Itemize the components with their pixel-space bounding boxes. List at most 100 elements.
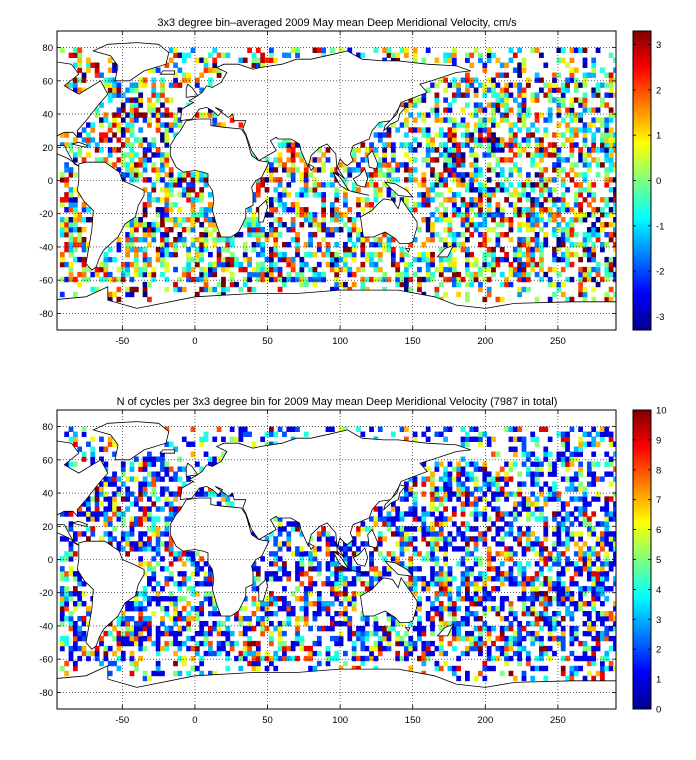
data-cell <box>364 152 370 158</box>
data-cell <box>499 571 505 577</box>
data-cell <box>133 620 139 627</box>
data-cell <box>534 635 540 642</box>
data-cell <box>499 167 505 173</box>
data-cell <box>508 645 514 652</box>
data-cell <box>456 271 462 278</box>
data-cell <box>534 665 540 672</box>
data-cell <box>151 87 157 93</box>
data-cell <box>72 601 78 607</box>
data-cell <box>482 182 488 188</box>
data-cell <box>556 286 562 293</box>
data-cell <box>591 231 597 238</box>
data-cell <box>451 137 457 143</box>
data-cell <box>316 610 322 617</box>
data-cell <box>255 645 261 652</box>
data-cell <box>221 261 226 268</box>
data-cell <box>177 615 183 622</box>
data-cell <box>347 246 353 253</box>
data-cell <box>430 251 435 258</box>
data-cell <box>517 72 523 78</box>
data-cell <box>438 496 444 502</box>
data-cell <box>539 601 544 607</box>
data-cell <box>203 576 209 582</box>
data-cell <box>560 207 566 213</box>
data-cell <box>68 52 74 58</box>
data-cell <box>465 496 470 502</box>
data-cell <box>412 526 418 532</box>
data-cell <box>329 231 335 238</box>
data-cell <box>556 536 562 542</box>
data-cell <box>173 581 178 587</box>
data-cell <box>99 660 104 667</box>
data-cell <box>412 481 418 487</box>
data-cell <box>560 601 566 607</box>
data-cell <box>360 246 366 253</box>
data-cell <box>504 87 509 93</box>
data-cell <box>486 481 492 487</box>
data-cells <box>59 426 616 682</box>
data-cell <box>238 615 244 622</box>
data-cell <box>530 256 536 263</box>
data-cell <box>120 620 126 627</box>
data-cell <box>59 132 65 138</box>
data-cell <box>521 546 527 552</box>
data-cell <box>86 241 91 248</box>
data-cell <box>199 630 205 637</box>
data-cell <box>120 142 126 148</box>
y-tick-label: 20 <box>42 143 53 154</box>
data-cell <box>499 516 505 522</box>
data-cell <box>286 167 292 173</box>
data-cell <box>499 625 505 632</box>
data-cell <box>59 645 65 652</box>
data-cell <box>608 286 614 293</box>
data-cell <box>495 571 501 577</box>
data-cell <box>565 446 570 452</box>
data-cell <box>473 162 479 168</box>
data-cell <box>290 610 296 617</box>
data-cell <box>569 102 575 108</box>
data-cell <box>560 506 566 512</box>
data-cell <box>573 197 579 203</box>
data-cell <box>560 202 566 208</box>
data-cell <box>469 501 475 507</box>
data-cell <box>373 182 379 188</box>
data-cell <box>72 571 78 577</box>
data-cell <box>386 640 392 647</box>
data-cell <box>486 556 492 562</box>
data-cell <box>64 586 70 592</box>
data-cell <box>377 531 383 537</box>
data-cell <box>360 625 366 632</box>
data-cell <box>251 222 257 228</box>
data-cell <box>473 640 479 647</box>
data-cell <box>99 436 104 442</box>
data-cell <box>351 256 357 263</box>
data-cell <box>125 601 130 607</box>
data-cell <box>334 591 340 597</box>
data-cell <box>81 246 87 253</box>
data-cell <box>155 476 161 482</box>
data-cell <box>203 281 209 288</box>
data-cell <box>569 521 575 527</box>
data-cell <box>390 192 396 198</box>
data-cell <box>504 551 509 557</box>
data-cell <box>495 486 501 492</box>
data-cell <box>499 601 505 607</box>
data-cell <box>125 172 130 178</box>
data-cell <box>408 261 414 268</box>
data-cell <box>573 212 579 218</box>
data-cell <box>273 541 279 547</box>
data-cell <box>482 67 488 73</box>
data-cell <box>390 251 396 258</box>
data-cell <box>177 231 183 238</box>
data-cell <box>395 630 401 637</box>
data-cell <box>482 675 488 682</box>
data-cell <box>303 601 309 607</box>
data-cell <box>512 167 518 173</box>
data-cell <box>190 227 196 233</box>
data-cell <box>569 456 575 462</box>
data-cell <box>386 192 392 198</box>
data-cell <box>517 236 523 243</box>
data-cell <box>181 576 187 582</box>
data-cell <box>190 655 196 662</box>
data-cell <box>447 256 453 263</box>
